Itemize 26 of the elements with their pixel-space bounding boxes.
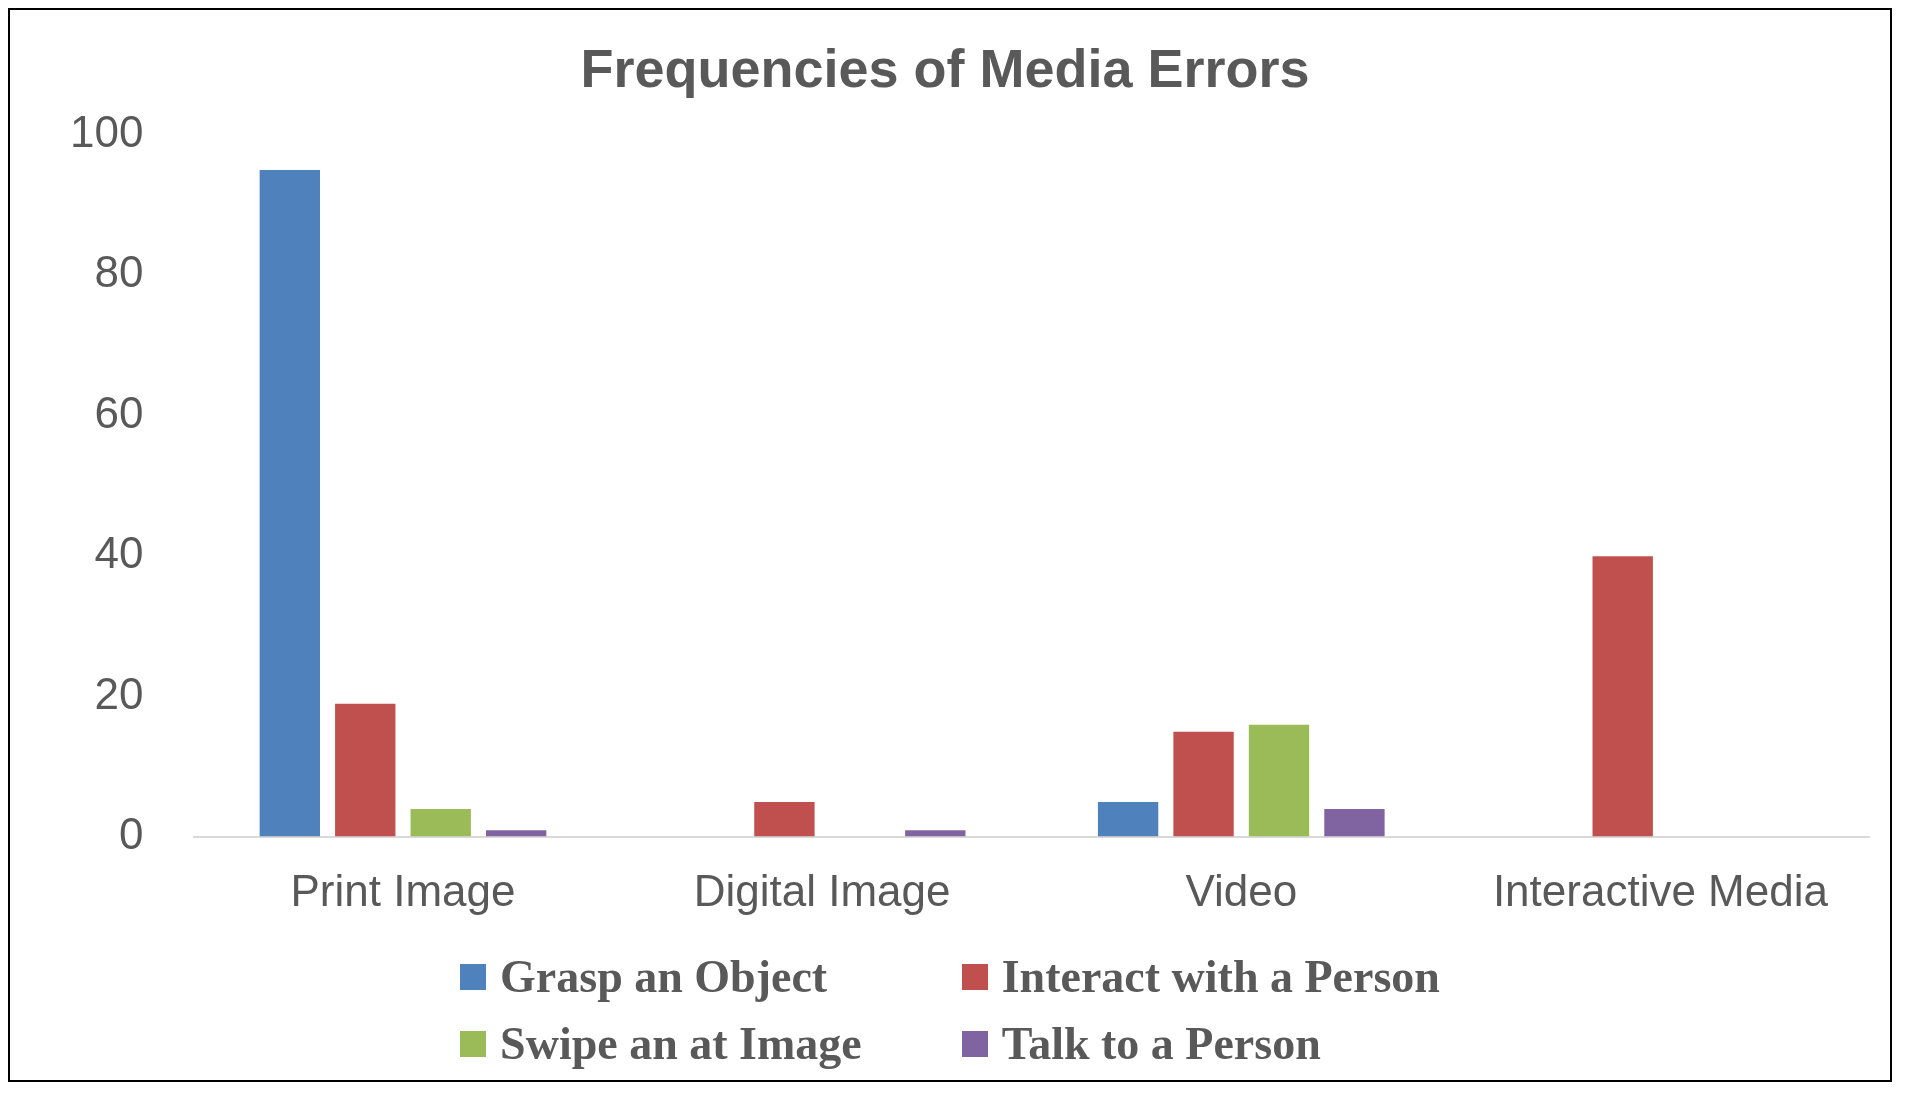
bar: [1173, 731, 1234, 837]
legend-label: Interact with a Person: [1001, 950, 1440, 1003]
y-tick-label: 40: [94, 528, 144, 578]
legend-label: Grasp an Object: [500, 950, 828, 1003]
y-tick-label: 0: [118, 809, 144, 859]
legend-label: Swipe an at Image: [500, 1017, 862, 1070]
bar: [1248, 724, 1310, 837]
x-tick-label: Interactive Media: [1492, 865, 1829, 915]
bar: [1324, 809, 1385, 837]
chart-title: Frequencies of Media Errors: [580, 38, 1310, 99]
y-tick-label: 60: [94, 387, 144, 437]
y-tick-label: 100: [69, 106, 144, 156]
x-tick-label: Digital Image: [693, 865, 951, 915]
bar: [905, 830, 966, 837]
bar: [410, 809, 471, 837]
x-tick-label: Video: [1185, 865, 1298, 915]
y-tick-label: 80: [94, 247, 144, 297]
bar: [485, 830, 547, 837]
y-tick-label: 20: [94, 668, 144, 718]
bar: [1097, 802, 1159, 837]
x-tick-label: Print Image: [290, 865, 516, 915]
bar: [335, 703, 396, 837]
bar: [754, 802, 815, 837]
bar: [1592, 556, 1653, 837]
bar: [259, 169, 320, 837]
legend-label: Talk to a Person: [1001, 1017, 1321, 1070]
